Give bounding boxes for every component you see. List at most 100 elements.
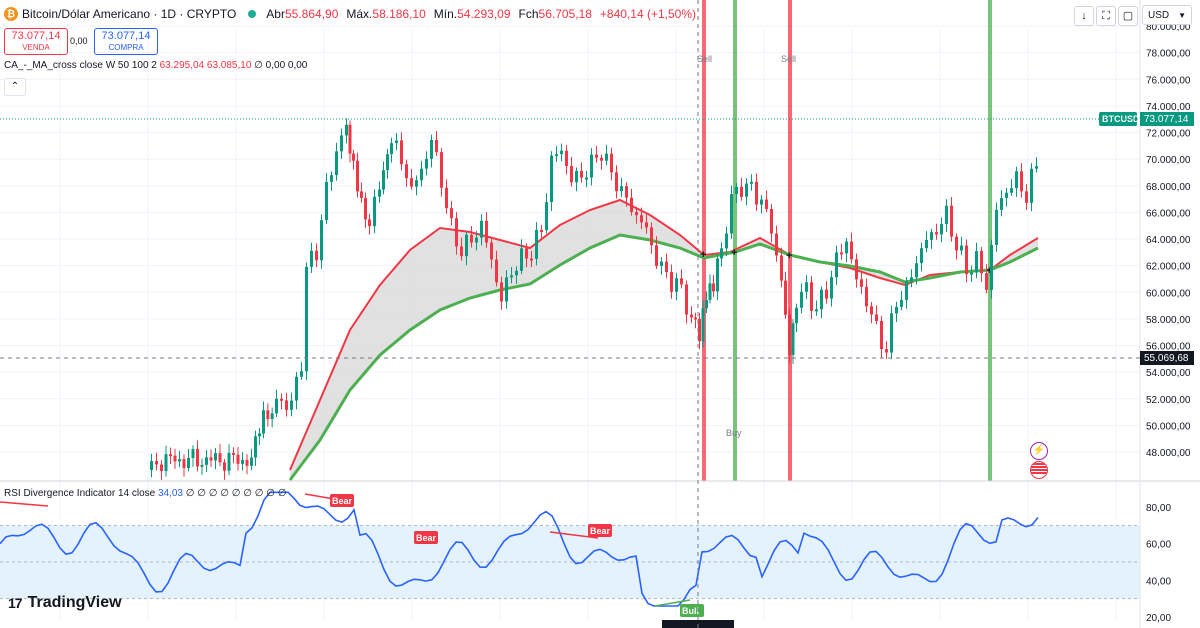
candle-body: [725, 233, 728, 249]
candle-body: [935, 232, 938, 235]
candle-body: [270, 413, 274, 420]
candle-body: [600, 157, 603, 161]
divergence-tag: [330, 494, 354, 507]
symbol-header[interactable]: ₿ Bitcoin/Dólar Americano · 1D · CRYPTO …: [0, 0, 704, 28]
candle-body: [625, 186, 628, 198]
ma-cross-indicator-legend[interactable]: CA_-_MA_cross close W 50 100 2 63.295,04…: [4, 60, 307, 71]
fullscreen-button[interactable]: ⛶: [1096, 6, 1116, 26]
candle-body: [705, 299, 708, 309]
candle-body: [580, 170, 583, 178]
download-button[interactable]: ↓: [1074, 6, 1094, 26]
candle-body: [825, 289, 828, 299]
price-tick-label: 70.000,00: [1146, 155, 1191, 166]
candle-body: [258, 433, 261, 437]
candle-body: [236, 454, 240, 464]
candle-body: [315, 250, 318, 261]
candle-body: [425, 158, 428, 169]
rsi-indicator-legend[interactable]: RSI Divergence Indicator 14 close 34,03 …: [4, 488, 286, 499]
candle-body: [275, 398, 278, 414]
price-tick-label: 68.000,00: [1146, 182, 1191, 193]
sell-button[interactable]: 73.077,14 VENDA: [4, 28, 68, 55]
candle-body: [440, 152, 443, 188]
price-tick-label: 62.000,00: [1146, 262, 1191, 273]
candle-body: [340, 135, 343, 152]
chevron-down-icon: ▼: [1178, 11, 1186, 20]
candle-body: [835, 252, 838, 278]
candle-body: [585, 177, 588, 180]
us-flag-icon[interactable]: [1030, 461, 1048, 479]
change-value: +840,14 (+1,50%): [599, 7, 696, 21]
tradingview-logo[interactable]: 17 TradingView: [8, 594, 122, 612]
candle-body: [845, 241, 848, 254]
sell-price: 73.077,14: [11, 30, 61, 42]
candle-body: [810, 282, 813, 311]
low-label: Mín.: [433, 7, 458, 21]
candle-body: [400, 140, 403, 165]
candle-body: [650, 227, 653, 246]
candle-body: [214, 453, 217, 461]
candle-body: [191, 449, 195, 458]
candle-body: [701, 308, 705, 342]
candle-body: [995, 209, 998, 245]
candle-body: [480, 220, 483, 238]
candle-body: [660, 261, 663, 267]
candle-body: [378, 189, 381, 197]
currency-select[interactable]: USD ▼: [1142, 5, 1192, 25]
symbol-title[interactable]: Bitcoin/Dólar Americano · 1D · CRYPTO: [22, 7, 237, 21]
candle-body: [1025, 191, 1028, 203]
bull-divergence-line: [654, 599, 691, 607]
last-price-tag: [1140, 112, 1194, 126]
candle-body: [164, 454, 168, 472]
candle-body: [775, 233, 778, 256]
cross-marker: +: [731, 247, 737, 259]
window-button[interactable]: ▢: [1118, 6, 1138, 26]
candle-body: [1000, 198, 1003, 210]
price-tick-label: 64.000,00: [1146, 235, 1191, 246]
candle-body: [280, 398, 283, 401]
signal-line-sell: [788, 0, 792, 481]
candle-body: [465, 234, 468, 257]
price-tick-label: 78.000,00: [1146, 49, 1191, 60]
high-value: 58.186,10: [372, 7, 426, 21]
candle-body: [760, 199, 763, 205]
lightning-icon[interactable]: ⚡: [1030, 442, 1048, 460]
candle-body: [615, 172, 618, 192]
divergence-tag-label: Bear: [416, 533, 437, 543]
close-label: Fch: [518, 7, 539, 21]
candle-body: [716, 258, 719, 292]
candle-body: [805, 282, 808, 292]
candle-body: [1035, 166, 1038, 169]
candle-body: [850, 241, 853, 260]
rsi-tick-label: 80,00: [1146, 503, 1171, 514]
candle-body: [815, 309, 818, 312]
candle-body: [645, 222, 648, 228]
buy-signal-text: Buy: [726, 428, 742, 438]
symbol-tag-label: BTCUSD: [1102, 114, 1140, 124]
candle-body: [800, 291, 803, 308]
buy-button[interactable]: 73.077,14 COMPRA: [94, 28, 158, 55]
candle-body: [395, 140, 398, 144]
spread-value: 0,00: [70, 36, 88, 46]
price-tick-label: 66.000,00: [1146, 208, 1191, 219]
candle-body: [160, 464, 163, 472]
candle-body: [1005, 192, 1008, 199]
candle-body: [575, 170, 578, 183]
candle-body: [990, 244, 993, 290]
candle-body: [735, 186, 738, 195]
candle-body: [880, 320, 883, 350]
candle-body: [610, 153, 613, 173]
indicator-name: CA_-_MA_cross close W 50 100 2: [4, 60, 157, 71]
candle-body: [590, 154, 593, 178]
candle-body: [515, 270, 518, 276]
divergence-tag: [414, 531, 438, 544]
price-tick-label: 76.000,00: [1146, 75, 1191, 86]
symbol-tag: [1099, 112, 1137, 126]
candle-body: [455, 218, 458, 247]
cross-marker: +: [786, 250, 792, 262]
candle-body: [390, 143, 393, 155]
candle-body: [784, 280, 787, 315]
candle-body: [254, 436, 257, 458]
collapse-legend-button[interactable]: ⌃: [4, 78, 26, 96]
candle-body: [1020, 171, 1023, 192]
